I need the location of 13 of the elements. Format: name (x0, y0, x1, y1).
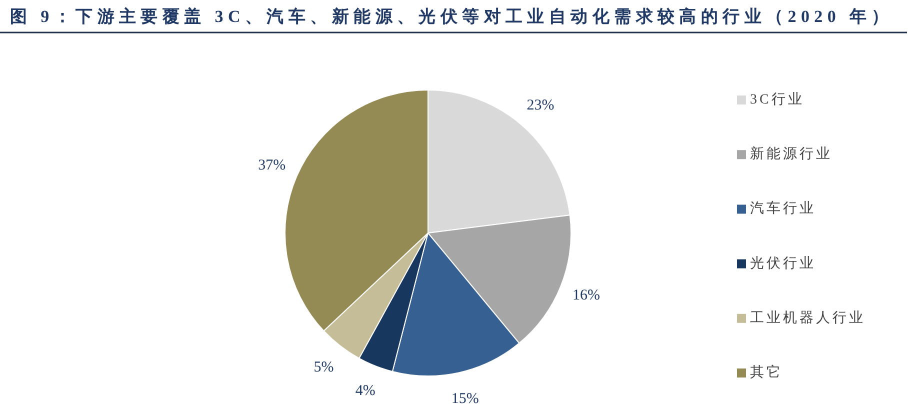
data-label: 5% (314, 359, 334, 376)
data-label: 15% (451, 391, 479, 404)
legend-label: 新能源行业 (750, 146, 832, 162)
legend-label: 光伏行业 (750, 255, 816, 272)
chart-title: 图 9：下游主要覆盖 3C、汽车、新能源、光伏等对工业自动化需求较高的行业（2020 年） (10, 6, 893, 26)
data-label: 16% (572, 288, 600, 304)
legend-label: 工业机器人行业 (750, 310, 866, 326)
legend-label: 其它 (750, 364, 783, 380)
data-label: 23% (526, 97, 554, 114)
legend-label: 汽车行业 (750, 200, 816, 217)
data-label: 37% (258, 157, 286, 174)
legend-label: 3C行业 (750, 92, 804, 108)
data-label: 4% (355, 383, 376, 400)
